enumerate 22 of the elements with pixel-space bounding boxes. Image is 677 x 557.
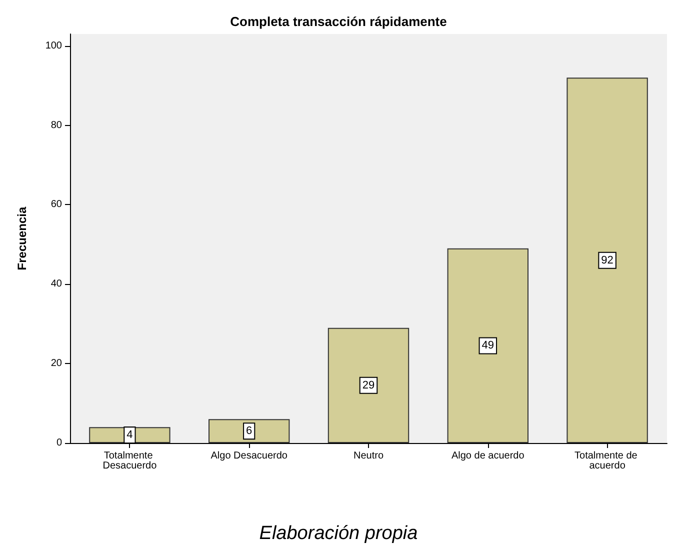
data-label: 6 bbox=[246, 425, 252, 438]
y-tick-label: 100 bbox=[45, 40, 62, 52]
y-tick-label: 0 bbox=[56, 438, 62, 448]
y-tick-label: 20 bbox=[50, 358, 62, 370]
x-tick-label: Algo Desacuerdo bbox=[210, 450, 288, 462]
y-tick-label: 60 bbox=[50, 199, 62, 210]
x-tick-label: Neutro bbox=[353, 450, 384, 462]
text: Elaboración propia bbox=[259, 523, 418, 544]
x-tick-label: Totalmente Desacuerdo bbox=[102, 450, 158, 472]
data-label: 29 bbox=[362, 379, 375, 392]
bar bbox=[328, 328, 410, 443]
x-tick-label: Algo de acuerdo bbox=[451, 450, 525, 462]
y-axis-title: Frecuencia bbox=[15, 206, 29, 270]
y-tick-label: 40 bbox=[50, 278, 62, 290]
y-tick-label: 80 bbox=[50, 120, 62, 131]
data-label: 92 bbox=[601, 254, 614, 266]
bar bbox=[566, 78, 648, 443]
chart-title: Completa transacción rápidamente bbox=[230, 14, 447, 29]
data-label: 4 bbox=[126, 429, 133, 442]
x-tick-label: Totalmente de acuerdo bbox=[574, 450, 640, 472]
bar bbox=[447, 248, 528, 443]
data-label: 49 bbox=[482, 340, 494, 352]
